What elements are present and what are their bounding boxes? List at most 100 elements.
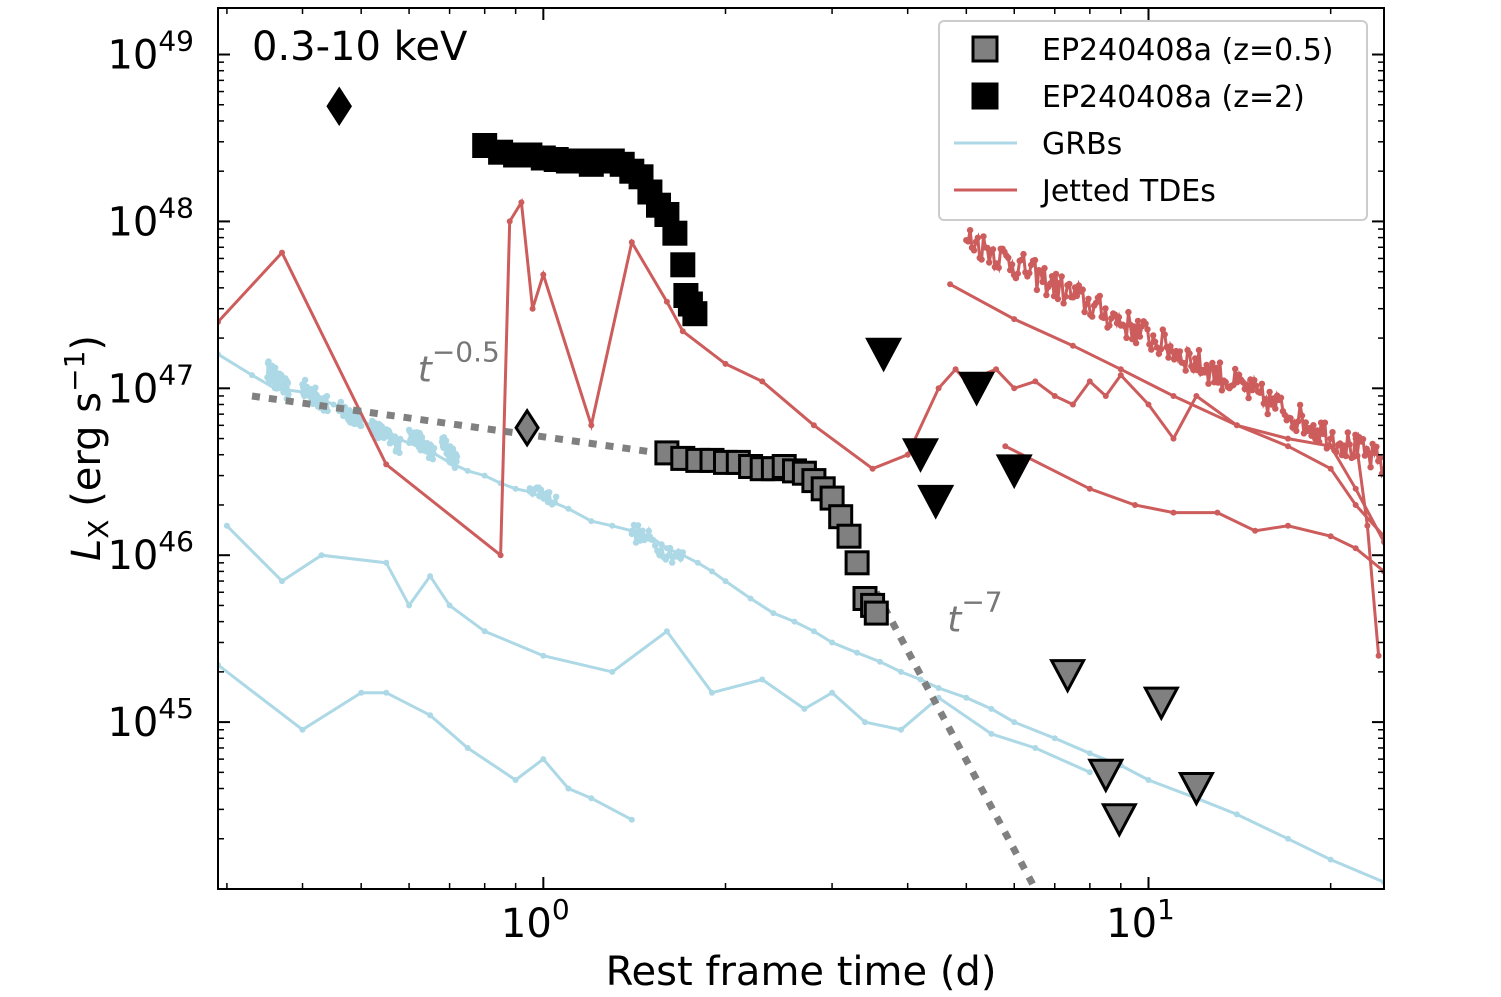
- grb-curve-0-point: [464, 467, 471, 474]
- grb-curve-1-point: [988, 730, 995, 737]
- tde-curve-0-point: [904, 451, 911, 458]
- tde-dense-point: [1054, 295, 1062, 303]
- tde-dense-point: [1302, 419, 1310, 426]
- tde-dense-point: [1295, 418, 1302, 425]
- tde-dense-point: [1235, 371, 1243, 378]
- tde-dense-point: [1102, 305, 1109, 312]
- grb-curve-1-point: [862, 719, 868, 726]
- tde-curve-0-point: [935, 385, 942, 392]
- grb-dense-7-point: [628, 530, 635, 538]
- tde-dense-point: [1089, 313, 1096, 320]
- tde-dense-point: [1266, 388, 1273, 396]
- grb-dense-7-point: [645, 527, 652, 535]
- tde-curve-1-point: [1069, 342, 1076, 349]
- tde-curve-0-point: [1145, 401, 1152, 408]
- grb-dense-5-point: [451, 464, 459, 471]
- tde-dense-point: [1079, 286, 1086, 293]
- grb-curve-0-point: [1285, 835, 1291, 842]
- grb-curve-0-point: [481, 472, 488, 479]
- tde-dense-point: [1377, 454, 1384, 462]
- tde-dense-point: [1180, 359, 1187, 367]
- tde-dense-point: [1174, 355, 1182, 362]
- tde-curve-1: [949, 282, 1384, 538]
- grb-curve-2-point: [540, 756, 547, 763]
- grb-dense-7-point: [634, 522, 642, 529]
- tde-curve-0-point: [628, 239, 635, 246]
- tde-dense-point: [1167, 343, 1174, 350]
- grb-curve-0-point: [877, 658, 883, 665]
- annotations: t−0.5 t−7: [418, 335, 1003, 640]
- tde-curve-3-point: [1364, 522, 1371, 529]
- tde-curve-0-point: [663, 298, 670, 305]
- tde-dense-point: [1359, 436, 1367, 443]
- tde-curve-0-point: [518, 199, 525, 206]
- marker-3-1: [1087, 758, 1125, 794]
- grb-dense-1-point: [312, 384, 319, 391]
- tde-dense-point: [1075, 282, 1083, 289]
- tde-dense-point: [1287, 415, 1294, 422]
- tde-dense-point: [1205, 380, 1212, 387]
- grb-curve-1-point: [801, 705, 808, 712]
- tde-curve-1-point: [1233, 422, 1240, 429]
- tde-curve-0-point: [759, 378, 766, 385]
- tde-dense-point: [1100, 314, 1107, 321]
- tde-dense-point: [1092, 299, 1100, 307]
- tde-curve-0-point: [1117, 372, 1124, 379]
- grb-curve-0-point: [512, 485, 519, 492]
- tde-dense-point: [1047, 280, 1054, 287]
- grb-curve-0-point: [770, 610, 777, 617]
- grb-curve-1-point: [540, 652, 547, 659]
- tde-dense-point: [966, 227, 974, 234]
- tde-dense-point: [1144, 326, 1151, 333]
- grb-curve-2-point: [512, 777, 519, 783]
- grb-curve-2-point: [358, 689, 365, 696]
- tde-dense-point: [1062, 293, 1069, 300]
- marker-2-2: [917, 484, 955, 520]
- grb-dense-1-point: [323, 393, 331, 400]
- tde-dense-point: [1121, 323, 1128, 330]
- grb-curve-0-point: [330, 401, 337, 408]
- marker-0-17: [662, 220, 688, 246]
- tde-dense-point: [1264, 410, 1271, 418]
- tde-curve-0-point: [497, 552, 504, 559]
- tde-curve-0-point: [1011, 385, 1018, 392]
- tde-dense-point: [1060, 300, 1067, 307]
- grb-curve-0-point: [747, 595, 754, 602]
- tde-curve-2-point: [1132, 502, 1138, 508]
- tde-dense-point: [1073, 292, 1081, 300]
- powerlaw-line-1: [873, 590, 1039, 889]
- tde-dense-point: [1043, 291, 1050, 299]
- y-axis-label-sub: X: [82, 520, 115, 539]
- tde-curve-0-point: [540, 271, 547, 278]
- y-tick-label-1: 1046: [107, 525, 194, 579]
- tde-dense-point: [1131, 323, 1138, 330]
- tde-curve-2-point: [1352, 545, 1359, 552]
- y-tick-label-2: 1047: [107, 358, 194, 412]
- grb-dense-5-point: [453, 453, 461, 460]
- annotation-1: t−7: [947, 585, 1002, 640]
- tde-dense-point: [1083, 300, 1090, 308]
- tde-dense-point: [1066, 280, 1073, 288]
- tde-curve-2-point: [1252, 527, 1259, 534]
- tde-dense-point: [1314, 427, 1321, 434]
- tde-curve-0-point: [1285, 435, 1291, 442]
- y-axis-label-main: L: [64, 539, 110, 561]
- grb-dense-4-point: [429, 456, 436, 463]
- grb-dense-4-point: [430, 450, 437, 457]
- tde-dense-point: [1150, 332, 1157, 339]
- tde-dense-point: [1165, 354, 1172, 361]
- grb-curve-0-point: [249, 372, 255, 379]
- tde-dense-point: [1262, 396, 1270, 403]
- grb-dense-0-point: [279, 382, 287, 389]
- legend-label-tdes: Jetted TDEs: [1040, 174, 1216, 209]
- tde-curve-0-point: [952, 366, 959, 373]
- tde-dense-point: [1033, 286, 1041, 294]
- x-axis-label: Rest frame time (d): [606, 949, 997, 995]
- tde-curve-2-point: [1002, 443, 1009, 450]
- grb-curve-1-point: [898, 726, 904, 733]
- tde-dense-point: [1136, 333, 1144, 340]
- tde-curve-0-point: [869, 465, 876, 472]
- tde-dense-point: [1039, 278, 1046, 286]
- grb-curve-0-point: [1086, 750, 1093, 757]
- grb-curve-0-point: [810, 628, 817, 635]
